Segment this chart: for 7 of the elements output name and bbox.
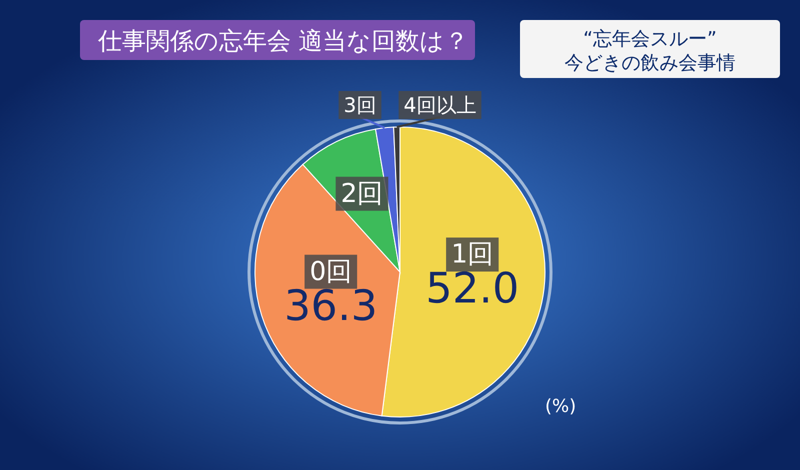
text: “忘年会スルー” 今どきの飲み会事情 — [564, 28, 736, 74]
slice-label: 1回 — [451, 240, 494, 270]
text: (%) — [545, 396, 576, 417]
chart-title: 仕事関係の忘年会 適当な回数は？ — [97, 27, 469, 55]
legend-label: 4回以上 — [404, 93, 476, 117]
slice-label: 2回 — [340, 178, 384, 209]
slice-label: 3回 — [344, 93, 376, 117]
